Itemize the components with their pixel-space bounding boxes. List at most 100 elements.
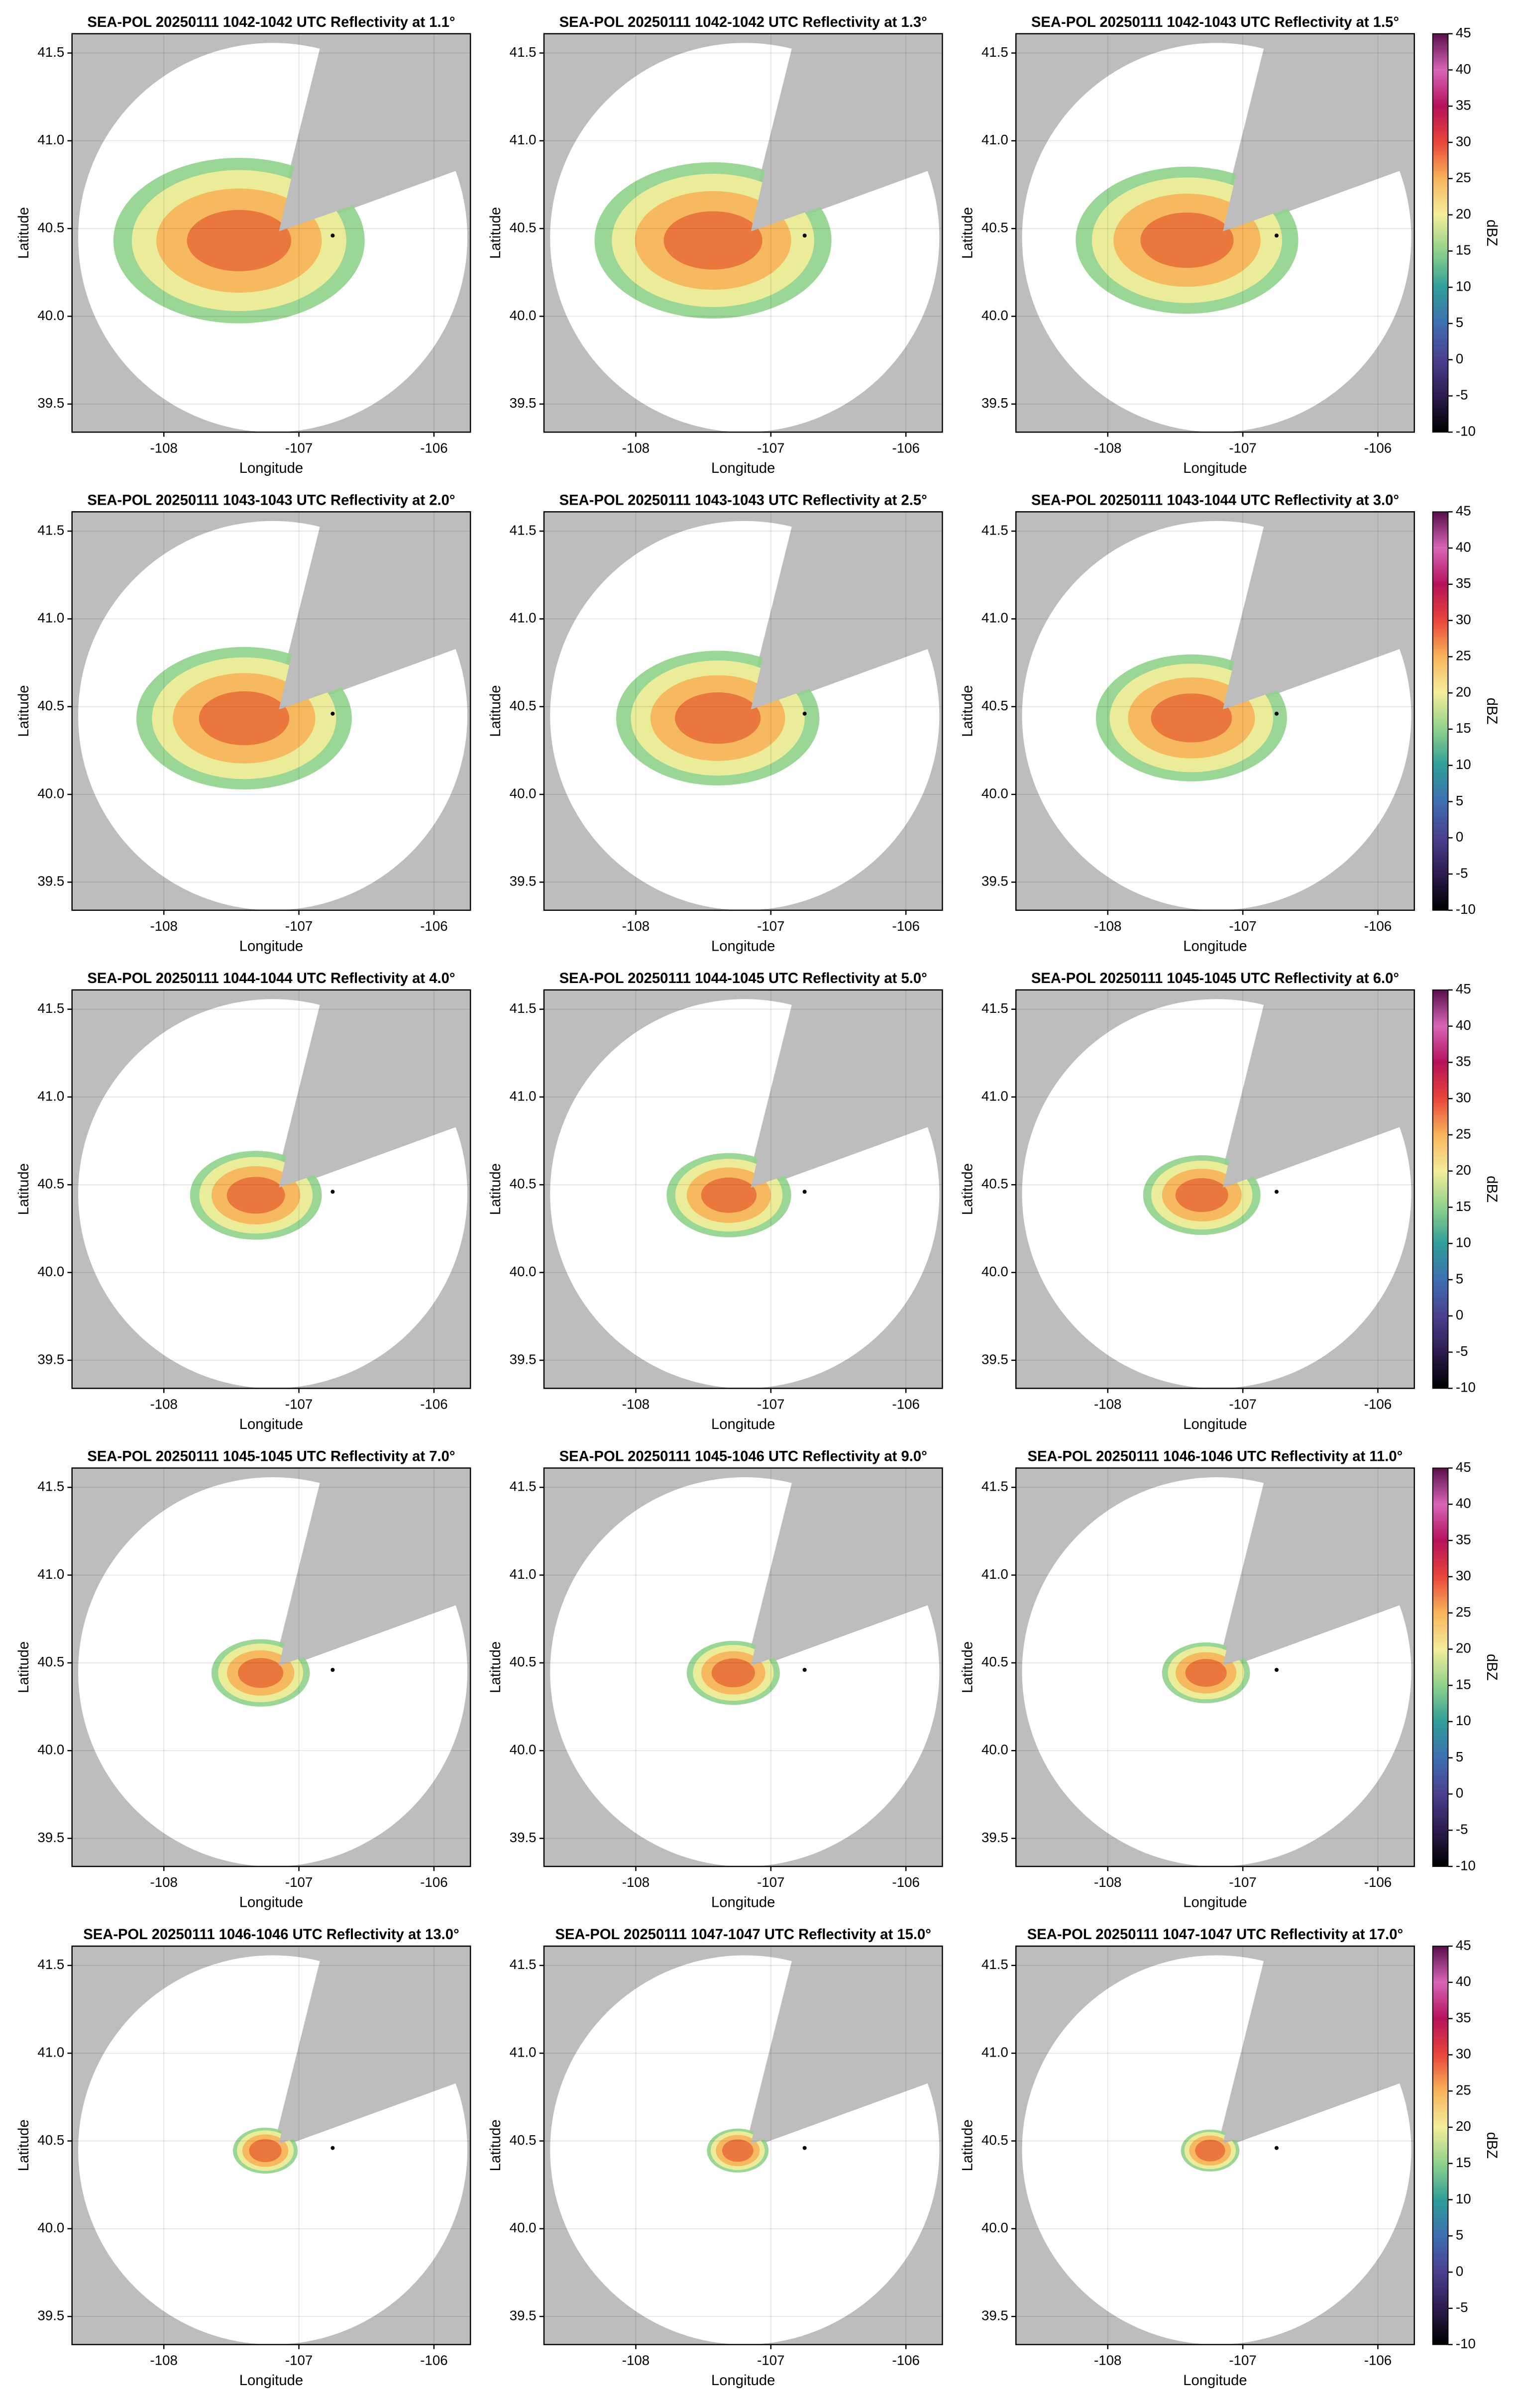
y-axis-label: Latitude xyxy=(488,1163,504,1215)
blocked-sector xyxy=(279,33,471,231)
blocked-sector xyxy=(1222,512,1414,710)
axes-frame xyxy=(1015,1945,1415,2345)
x-tick-label: -106 xyxy=(1364,2353,1392,2368)
colorbar-tick-label: 10 xyxy=(1456,1713,1471,1728)
x-tick-label: -106 xyxy=(420,440,447,455)
colorbar-label: dBZ xyxy=(1484,1654,1500,1681)
x-tick-label: -108 xyxy=(622,918,650,934)
colorbar-tick-label: 25 xyxy=(1456,170,1471,185)
panel: -108 -107 -106 39.5 40.0 40.5 41.0 41.5 SEA-POL … xyxy=(488,1927,943,2389)
y-tick-label: 40.5 xyxy=(981,1176,1008,1192)
echo xyxy=(238,1658,284,1688)
y-tick-label: 40.0 xyxy=(510,308,537,323)
y-tick-label: 40.5 xyxy=(37,698,64,713)
colorbar-tick-label: -10 xyxy=(1456,901,1476,917)
y-tick-label: 40.5 xyxy=(510,1654,537,1669)
y-tick-label: 40.5 xyxy=(981,698,1008,713)
colorbar-tick-label: 45 xyxy=(1456,981,1471,996)
colorbar-label: dBZ xyxy=(1484,1176,1500,1203)
y-tick-label: 41.5 xyxy=(981,522,1008,538)
panel: -108 -107 -106 39.5 40.0 40.5 41.0 41.5 SEA-POL … xyxy=(960,1449,1500,1911)
colorbar-tick-label: 10 xyxy=(1456,278,1471,294)
x-tick-label: -107 xyxy=(285,1397,313,1412)
axes-frame xyxy=(543,1945,943,2345)
site-marker xyxy=(802,233,807,238)
x-tick-label: -106 xyxy=(1364,1874,1392,1890)
x-tick-label: -108 xyxy=(1094,2353,1121,2368)
y-tick-label: 41.5 xyxy=(981,1000,1008,1016)
y-tick-label: 40.0 xyxy=(981,785,1008,801)
x-axis-label: Longitude xyxy=(711,1417,775,1432)
axes-frame xyxy=(71,1945,471,2345)
site-marker xyxy=(330,1668,335,1672)
plot-area xyxy=(543,1946,943,2345)
colorbar-tick-label: 0 xyxy=(1456,1307,1463,1322)
colorbar xyxy=(1432,989,1449,1389)
y-tick-label: 41.0 xyxy=(37,2044,64,2060)
colorbar-tick-label: 30 xyxy=(1456,1568,1471,1583)
x-tick-label: -106 xyxy=(420,1397,447,1412)
panel: -108 -107 -106 39.5 40.0 40.5 41.0 41.5 SEA-POL … xyxy=(16,14,471,476)
x-axis-label: Longitude xyxy=(1183,2373,1247,2389)
plot-area xyxy=(72,1946,471,2345)
chart-title: SEA-POL 20250111 1042-1043 UTC Reflectiv… xyxy=(1031,14,1399,30)
y-tick-label: 41.5 xyxy=(37,1000,64,1016)
y-tick-label: 40.0 xyxy=(37,1742,64,1757)
colorbar-label: dBZ xyxy=(1484,219,1500,246)
colorbar-tick-label: 15 xyxy=(1456,1199,1471,1214)
site-marker xyxy=(330,233,335,238)
colorbar-tick-label: 0 xyxy=(1456,351,1463,366)
y-tick-label: 40.0 xyxy=(981,308,1008,323)
chart-title: SEA-POL 20250111 1045-1045 UTC Reflectiv… xyxy=(87,1449,455,1465)
blocked-sector xyxy=(1222,33,1414,231)
y-tick-label: 39.5 xyxy=(510,1351,537,1367)
y-axis-label: Latitude xyxy=(960,685,976,737)
site-marker xyxy=(330,1190,335,1194)
plot-area xyxy=(543,989,943,1389)
x-tick-label: -107 xyxy=(1229,440,1256,455)
echo xyxy=(701,1177,757,1213)
y-axis-label: Latitude xyxy=(488,685,504,737)
chart-title: SEA-POL 20250111 1044-1045 UTC Reflectiv… xyxy=(559,971,927,986)
chart-title: SEA-POL 20250111 1047-1047 UTC Reflectiv… xyxy=(1027,1927,1403,1943)
colorbar-tick-label: 20 xyxy=(1456,1641,1471,1656)
y-tick-label: 41.0 xyxy=(37,1566,64,1582)
x-tick-label: -108 xyxy=(1094,918,1121,934)
x-axis-label: Longitude xyxy=(239,938,303,954)
colorbar-tick-label: 25 xyxy=(1456,2082,1471,2097)
chart-title: SEA-POL 20250111 1045-1046 UTC Reflectiv… xyxy=(559,1449,927,1465)
y-tick-label: 40.0 xyxy=(37,785,64,801)
x-tick-label: -108 xyxy=(622,1874,650,1890)
axes-frame xyxy=(543,989,943,1389)
y-axis-label: Latitude xyxy=(960,1642,976,1693)
y-tick-label: 39.5 xyxy=(981,2307,1008,2323)
x-tick-label: -108 xyxy=(150,918,178,934)
panel: -108 -107 -106 39.5 40.0 40.5 41.0 41.5 SEA-POL … xyxy=(960,971,1500,1432)
site-marker xyxy=(1274,1190,1279,1194)
y-axis-label: Latitude xyxy=(16,1642,32,1693)
colorbar-tick-label: 40 xyxy=(1456,61,1471,77)
echo xyxy=(663,211,762,270)
plot-area xyxy=(1016,33,1414,433)
colorbar-tick-label: 30 xyxy=(1456,612,1471,627)
blocked-sector xyxy=(751,1946,943,2144)
colorbar-tick-label: 45 xyxy=(1456,25,1471,40)
axes-frame xyxy=(71,33,471,433)
blocked-sector xyxy=(279,1468,471,1666)
plot-area xyxy=(72,512,471,910)
y-tick-label: 39.5 xyxy=(37,2307,64,2323)
x-tick-label: -106 xyxy=(892,918,919,934)
y-tick-label: 41.5 xyxy=(37,1957,64,1972)
y-tick-label: 41.5 xyxy=(981,44,1008,60)
colorbar-tick-label: 35 xyxy=(1456,98,1471,113)
chart-title: SEA-POL 20250111 1042-1042 UTC Reflectiv… xyxy=(559,14,927,30)
y-tick-label: 40.5 xyxy=(510,1176,537,1192)
y-tick-label: 41.0 xyxy=(37,610,64,626)
colorbar-tick-label: 30 xyxy=(1456,1090,1471,1105)
plot-area xyxy=(72,1468,471,1866)
colorbar-tick-label: -5 xyxy=(1456,865,1468,880)
x-tick-label: -108 xyxy=(622,440,650,455)
y-tick-label: 40.0 xyxy=(510,2220,537,2235)
x-tick-label: -108 xyxy=(622,2353,650,2368)
axes-frame xyxy=(1015,1467,1415,1867)
